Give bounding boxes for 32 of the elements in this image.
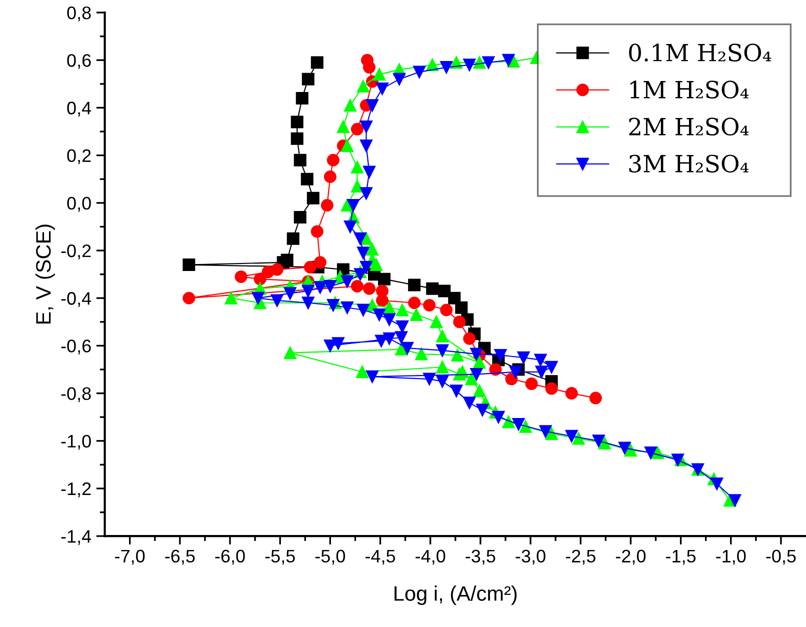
legend-label: 2M H₂SO₄ xyxy=(629,118,749,136)
y-tick-label: 0,6 xyxy=(67,54,91,69)
x-tick-label: -7,0 xyxy=(115,550,145,565)
y-tick-label: 0,2 xyxy=(67,149,91,164)
x-tick-label: -0,5 xyxy=(766,550,796,565)
x-tick-label: -1,0 xyxy=(716,550,746,565)
x-tick-label: -5,5 xyxy=(265,550,295,565)
x-tick-label: -1,5 xyxy=(666,550,696,565)
x-tick-label: -2,0 xyxy=(616,550,646,565)
x-tick-label: -2,5 xyxy=(566,550,596,565)
x-axis-title: Log i, (A/cm²) xyxy=(394,586,517,605)
x-tick-label: -5,0 xyxy=(315,550,346,565)
legend-label: 1M H₂SO₄ xyxy=(630,80,749,99)
y-tick-label: -0,8 xyxy=(61,387,91,402)
x-tick-label: -3,0 xyxy=(516,550,546,565)
x-tick-label: -6,0 xyxy=(215,550,245,565)
x-tick-label: -6,5 xyxy=(165,550,195,565)
y-tick-label: -1,0 xyxy=(61,434,91,450)
y-tick-label: -0,6 xyxy=(61,340,91,355)
y-tick-label: -0,4 xyxy=(61,292,92,307)
y-tick-label: 0,8 xyxy=(67,6,91,22)
y-tick-label: -0,2 xyxy=(61,244,91,260)
y-tick-label: 0,0 xyxy=(67,196,91,212)
y-tick-label: 0,4 xyxy=(67,102,92,117)
x-tick-label: -4,5 xyxy=(366,550,396,565)
x-tick-label: -4,0 xyxy=(416,550,446,565)
legend-label: 3M H₂SO₄ xyxy=(629,154,749,173)
x-tick-label: -3,5 xyxy=(466,550,496,565)
y-tick-label: -1,2 xyxy=(61,482,91,498)
y-axis-title: E, V (SCE) xyxy=(36,224,55,324)
y-tick-label: -1,4 xyxy=(61,530,92,545)
legend-label: 0.1M H₂SO₄ xyxy=(629,44,772,62)
